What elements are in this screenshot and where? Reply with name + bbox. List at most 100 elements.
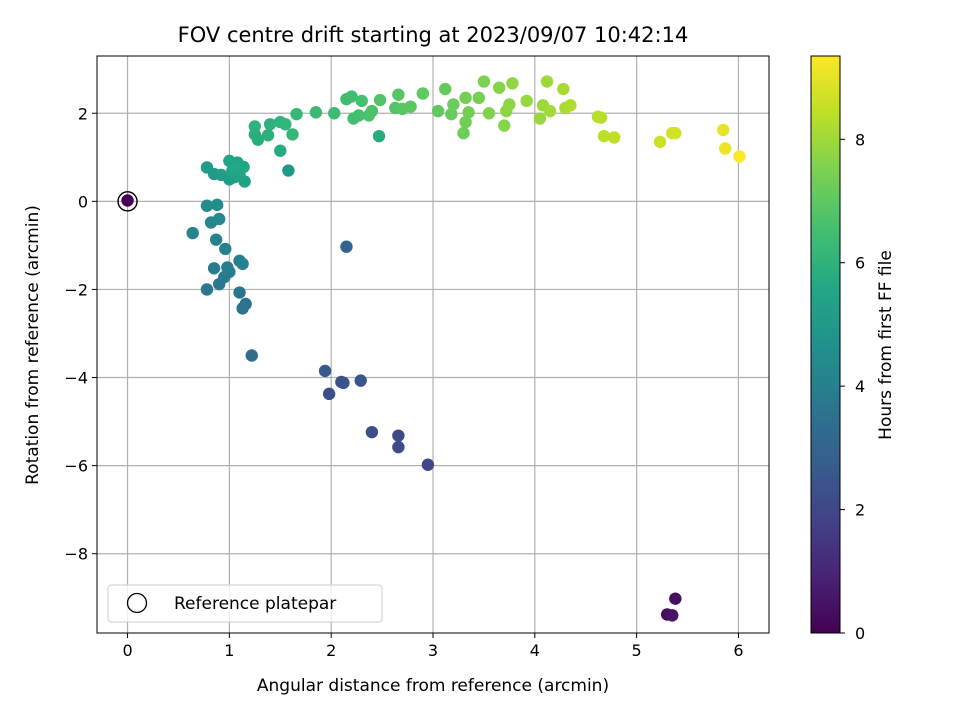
data-point (209, 233, 223, 246)
data-point (328, 107, 341, 120)
data-point (457, 126, 470, 140)
data-point (282, 164, 295, 177)
data-point (447, 98, 460, 111)
x-tick-label: 4 (530, 641, 540, 660)
data-point (340, 240, 353, 253)
data-point (445, 107, 458, 121)
data-point (186, 226, 199, 240)
y-tick-label: −2 (64, 280, 88, 299)
colorbar-tick-label: 8 (855, 130, 865, 149)
legend-label-reference: Reference platepar (174, 594, 336, 614)
colorbar-tick-label: 0 (855, 624, 865, 643)
data-point (392, 88, 405, 101)
data-point (286, 128, 299, 141)
y-tick-label: −6 (64, 457, 88, 476)
data-point (669, 592, 682, 605)
data-point (459, 115, 472, 129)
data-point (200, 199, 214, 212)
data-point (200, 283, 214, 296)
data-point (354, 374, 367, 387)
data-point (219, 242, 232, 256)
colorbar-tick-label: 6 (855, 254, 865, 273)
data-point (245, 349, 258, 362)
data-point (503, 98, 516, 111)
data-point (543, 104, 557, 118)
y-tick-label: −4 (64, 369, 88, 388)
data-point (121, 194, 134, 207)
data-point (733, 150, 746, 163)
data-point (520, 94, 533, 108)
colorbar-ticks: 0 2 4 6 8 (840, 130, 865, 643)
data-point (506, 77, 519, 90)
data-point (392, 429, 405, 442)
colorbar-tick-label: 2 (855, 501, 865, 520)
legend: Reference platepar (107, 584, 383, 623)
data-point (498, 119, 511, 132)
data-point (318, 364, 332, 378)
data-point (372, 129, 386, 143)
data-point (263, 118, 277, 131)
data-point (345, 90, 358, 103)
x-tick-label: 3 (428, 641, 438, 660)
data-point (439, 82, 452, 96)
data-point (533, 112, 547, 125)
data-point (210, 198, 224, 212)
data-point (594, 111, 608, 124)
data-point (492, 81, 506, 94)
data-point (416, 87, 430, 100)
data-point (666, 609, 679, 622)
data-point (564, 99, 577, 112)
data-points (117, 75, 746, 622)
data-point (365, 104, 379, 118)
data-point (404, 100, 417, 113)
data-point (540, 75, 554, 88)
y-axis-label: Rotation from reference (arcmin) (23, 205, 43, 485)
data-point (431, 104, 445, 118)
data-point (608, 131, 621, 144)
data-point (669, 126, 682, 140)
data-point (355, 94, 368, 108)
data-point (421, 458, 435, 471)
data-point (459, 91, 472, 105)
y-tick-label: 2 (78, 104, 88, 123)
data-point (597, 129, 611, 143)
legend-box (107, 584, 383, 623)
x-tick-label: 5 (632, 641, 642, 660)
data-point (716, 123, 730, 137)
data-point (719, 142, 732, 155)
data-point (261, 129, 275, 142)
grid-lines (97, 56, 769, 633)
colorbar-tick-label: 4 (855, 377, 865, 396)
x-axis-ticks: 0 1 2 3 4 5 6 (122, 633, 744, 660)
data-point (392, 440, 405, 454)
colorbar-gradient (810, 55, 841, 634)
x-tick-label: 1 (224, 641, 234, 660)
data-point (233, 286, 246, 299)
data-point (228, 162, 241, 175)
data-point (309, 106, 323, 119)
y-tick-label: −8 (64, 545, 88, 564)
data-point (279, 118, 292, 131)
data-point (337, 376, 350, 390)
data-point (207, 262, 221, 275)
legend-marker-reference (126, 592, 148, 614)
data-point (274, 144, 287, 157)
x-tick-label: 2 (326, 641, 336, 660)
data-point (365, 425, 379, 439)
data-point (462, 106, 475, 119)
y-tick-label: 0 (78, 192, 88, 211)
data-point (322, 387, 336, 401)
data-point (239, 297, 252, 311)
data-point (212, 212, 226, 226)
x-axis-label: Angular distance from reference (arcmin) (257, 676, 609, 696)
data-point (248, 120, 262, 133)
data-point (221, 261, 234, 274)
reference-marker (117, 191, 138, 212)
colorbar: 0 2 4 6 8 Hours from first FF file (810, 55, 896, 643)
x-tick-label: 6 (733, 641, 743, 660)
data-point (477, 75, 491, 88)
data-point (557, 82, 570, 96)
x-tick-label: 0 (122, 641, 132, 660)
colorbar-label: Hours from first FF file (876, 250, 896, 440)
